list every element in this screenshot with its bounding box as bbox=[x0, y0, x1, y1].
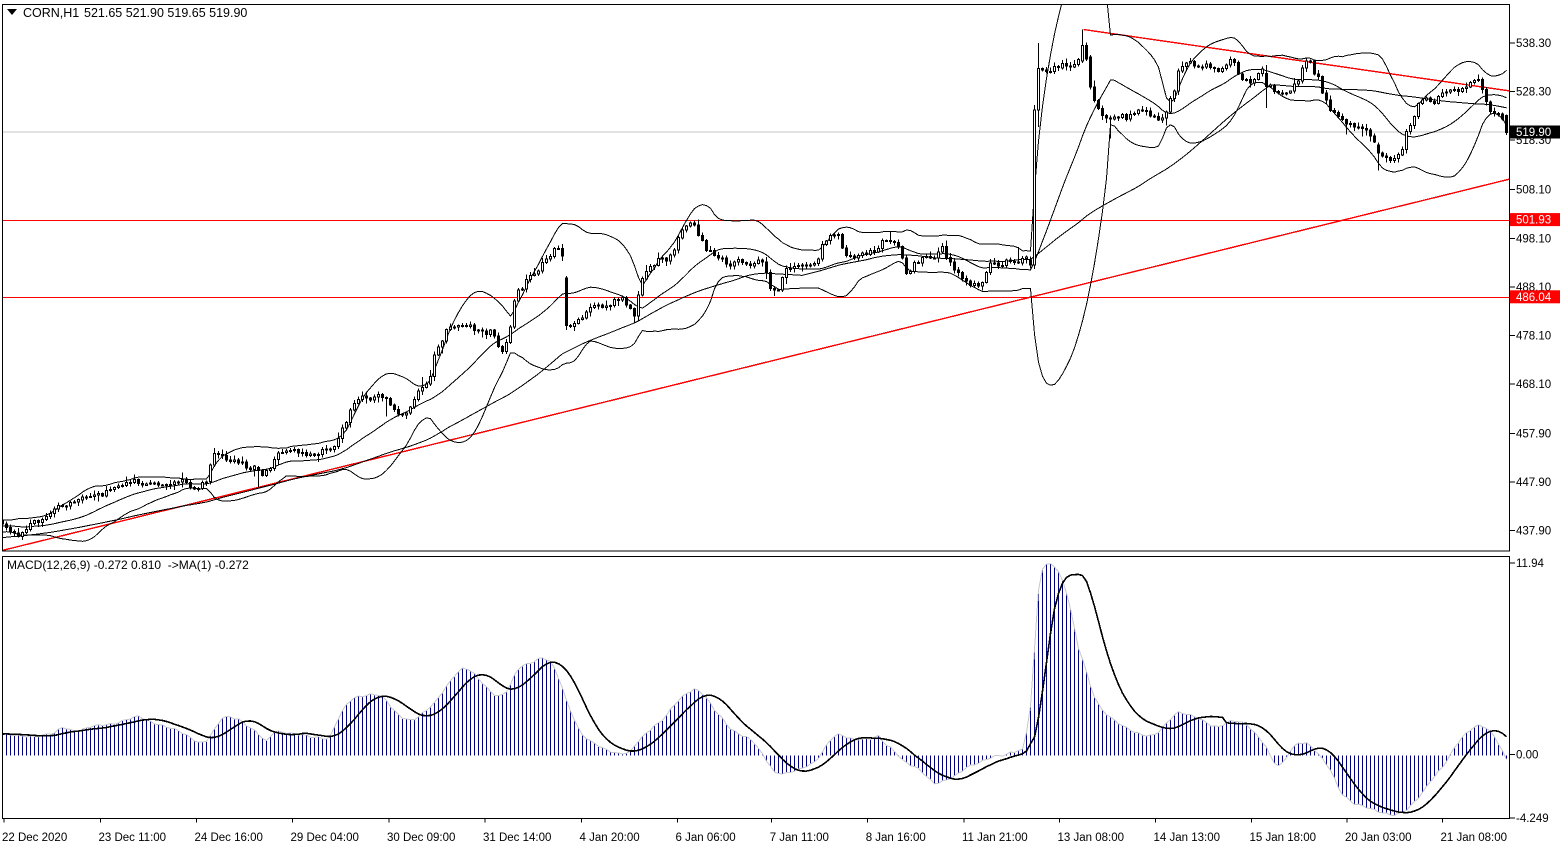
svg-text:31 Dec 14:00: 31 Dec 14:00 bbox=[483, 832, 551, 844]
svg-text:486.04: 486.04 bbox=[1516, 292, 1552, 304]
svg-text:20 Jan 03:00: 20 Jan 03:00 bbox=[1345, 832, 1412, 844]
svg-text:501.93: 501.93 bbox=[1516, 215, 1551, 227]
svg-text:0.00: 0.00 bbox=[1516, 750, 1538, 762]
svg-text:11.94: 11.94 bbox=[1516, 558, 1545, 570]
svg-text:22 Dec 2020: 22 Dec 2020 bbox=[2, 832, 67, 844]
svg-text:13 Jan 08:00: 13 Jan 08:00 bbox=[1058, 832, 1125, 844]
svg-text:-4.249: -4.249 bbox=[1516, 813, 1549, 825]
svg-text:521.65 521.90 519.65 519.90: 521.65 521.90 519.65 519.90 bbox=[84, 6, 247, 20]
svg-text:538.30: 538.30 bbox=[1516, 38, 1551, 50]
svg-text:508.10: 508.10 bbox=[1516, 185, 1551, 197]
svg-text:437.90: 437.90 bbox=[1516, 526, 1551, 538]
svg-text:7 Jan 11:00: 7 Jan 11:00 bbox=[770, 832, 829, 844]
svg-text:4 Jan 20:00: 4 Jan 20:00 bbox=[580, 832, 640, 844]
svg-text:519.90: 519.90 bbox=[1516, 127, 1551, 139]
svg-text:11 Jan 21:00: 11 Jan 21:00 bbox=[962, 832, 1028, 844]
svg-text:23 Dec 11:00: 23 Dec 11:00 bbox=[99, 832, 167, 844]
svg-text:14 Jan 13:00: 14 Jan 13:00 bbox=[1154, 832, 1221, 844]
svg-text:15 Jan 18:00: 15 Jan 18:00 bbox=[1250, 832, 1317, 844]
svg-text:24 Dec 16:00: 24 Dec 16:00 bbox=[195, 832, 263, 844]
svg-text:29 Dec 04:00: 29 Dec 04:00 bbox=[291, 832, 359, 844]
svg-text:457.90: 457.90 bbox=[1516, 429, 1551, 441]
svg-text:478.10: 478.10 bbox=[1516, 330, 1551, 342]
svg-text:468.10: 468.10 bbox=[1516, 379, 1551, 391]
svg-text:CORN,H1: CORN,H1 bbox=[23, 6, 79, 20]
svg-text:21 Jan 08:00: 21 Jan 08:00 bbox=[1441, 832, 1508, 844]
svg-text:528.30: 528.30 bbox=[1516, 87, 1551, 99]
svg-text:MACD(12,26,9) -0.272 0.810 ->: MACD(12,26,9) -0.272 0.810 ->MA(1) -0.27… bbox=[7, 558, 249, 572]
svg-text:447.90: 447.90 bbox=[1516, 477, 1551, 489]
svg-text:30 Dec 09:00: 30 Dec 09:00 bbox=[387, 832, 455, 844]
svg-text:8 Jan 16:00: 8 Jan 16:00 bbox=[866, 832, 926, 844]
svg-text:498.10: 498.10 bbox=[1516, 233, 1551, 245]
svg-text:6 Jan 06:00: 6 Jan 06:00 bbox=[676, 832, 736, 844]
